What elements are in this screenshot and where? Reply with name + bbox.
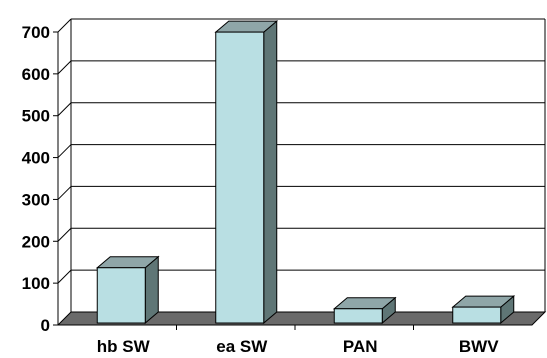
gridline-depth [57,186,72,200]
x-tick-label: ea SW [216,337,268,356]
y-tick-label: 600 [22,65,50,84]
y-tick-labels: 0 100 200 300 400 500 600 700 [22,23,50,335]
bar-front [96,267,146,324]
x-tick-label: PAN [343,337,378,356]
y-tick-label: 300 [22,190,50,209]
y-tick-label: 200 [22,232,50,251]
x-tick-label: BWV [459,337,499,356]
gridline-depth [57,269,72,284]
gridline-depth [57,18,72,33]
y-tick-label: 100 [22,274,50,293]
bar-front [452,306,502,324]
x-tick-label: hb SW [97,337,151,356]
gridline-depth [57,60,72,75]
bar-front [333,308,383,324]
gridline-depth [57,144,72,158]
bar-front [215,31,265,324]
y-tick-label: 400 [22,149,50,168]
y-tick-label: 0 [41,316,50,335]
y-tick-label: 500 [22,107,50,126]
bar [451,295,516,325]
gridline-depth [57,227,72,242]
bar-side [263,20,278,325]
gridlines [57,18,546,312]
axes [53,31,532,330]
y-tick-label: 700 [22,23,50,42]
bars [95,20,516,325]
x-tick-labels: hb SW ea SW PAN BWV [97,337,499,356]
gridline-depth [57,102,72,117]
bar [332,296,397,325]
bar [95,255,160,325]
bar [214,20,279,325]
